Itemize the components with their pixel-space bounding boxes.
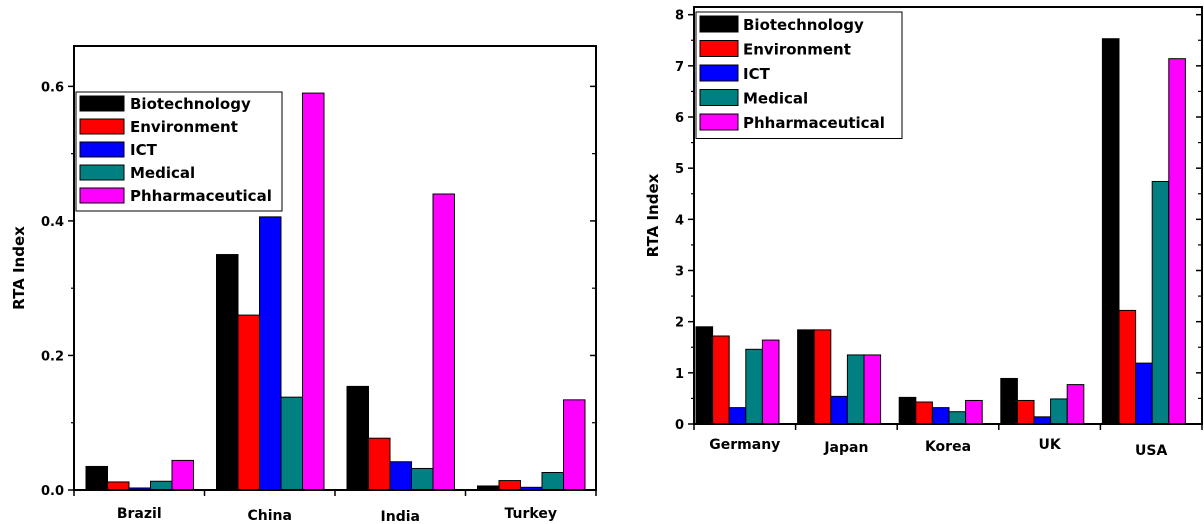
legend-swatch-medical [79,164,125,181]
legend-swatch-environment [699,40,739,57]
bar-biotechnology-korea [898,396,917,425]
legend-swatch-ict [699,64,739,82]
legend-label-environment: Environment [130,118,238,136]
bar-environment-india [368,437,391,491]
legend-label-environment: Environment [743,41,851,59]
bar-ict-japan [830,395,848,425]
y-tick-label: 7 [675,60,684,75]
bar-ict-germany [728,407,747,425]
legend-label-phharmaceutical: Phharmaceutical [130,187,272,205]
bar-medical-india [411,467,434,491]
bar-medical-uk [1050,398,1068,425]
y-tick-label: 0 [675,418,684,433]
legend-swatch-ict [79,141,125,158]
legend: Biotechnology Environment ICT Medical Phharm… [75,91,283,212]
y-tick-label: 6 [675,111,684,126]
bar-biotechnology-japan [797,329,815,425]
y-tick-label: 0.0 [41,484,64,499]
legend-label-ict: ICT [743,65,771,83]
bar-medical-korea [948,411,967,425]
bar-environment-turkey [498,480,521,491]
y-tick-label: 2 [675,316,684,331]
chart-left: 0.0 0.2 0.4 0.6 Brazil China India Turkey RTA In… [10,45,597,524]
category-label-brazil: Brazil [117,506,162,522]
y-tick-label: 4 [675,213,684,228]
y-tick-label: 0.2 [41,349,64,364]
bar-phharmaceutical-india [432,193,455,491]
bar-ict-china [259,216,282,491]
bar-ict-usa [1135,362,1153,425]
bar-ict-india [389,461,412,491]
bar-phharmaceutical-china [302,92,325,491]
category-label-turkey: Turkey [505,506,557,522]
y-axis-title: RTA Index [10,226,28,310]
bar-phharmaceutical-usa [1168,58,1186,425]
category-label-uk: UK [1038,437,1061,453]
category-label-usa: USA [1135,443,1167,459]
y-tick-label: 8 [675,9,684,24]
bar-medical-germany [745,348,763,425]
bar-ict-korea [931,407,950,425]
category-label-germany: Germany [709,437,780,453]
bar-phharmaceutical-brazil [171,459,194,491]
bar-medical-brazil [150,480,173,491]
y-tick-label: 5 [675,162,684,177]
bar-biotechnology-india [346,385,369,491]
category-label-india: India [381,509,420,524]
bar-environment-germany [712,335,730,425]
bar-environment-china [237,314,260,491]
bar-medical-turkey [541,472,564,491]
legend-label-medical: Medical [130,164,195,182]
legend-swatch-medical [699,89,739,106]
legend-label-biotechnology: Biotechnology [743,16,864,34]
legend: Biotechnology Environment ICT Medical Phharm… [695,11,903,139]
bar-biotechnology-china [216,254,239,491]
bar-environment-usa [1118,309,1137,425]
plot-frame [693,6,1203,425]
bar-biotechnology-uk [1000,377,1018,425]
category-label-japan: Japan [823,440,868,456]
bar-phharmaceutical-uk [1066,384,1085,425]
legend-swatch-environment [79,118,125,135]
bar-medical-japan [846,354,865,425]
legend-label-phharmaceutical: Phharmaceutical [743,114,885,132]
bar-biotechnology-germany [695,326,714,425]
bar-medical-china [280,396,303,491]
legend-swatch-biotechnology [699,15,739,33]
y-axis-title: RTA Index [644,173,662,257]
bar-environment-brazil [107,481,130,491]
bar-biotechnology-brazil [85,465,108,491]
bar-environment-uk [1016,399,1035,425]
bar-ict-uk [1033,416,1052,425]
bar-phharmaceutical-japan [863,354,882,425]
category-label-china: China [248,508,292,524]
bar-phharmaceutical-germany [761,339,780,425]
chart-right: 0 1 2 3 4 5 6 7 8 Germany Japan Korea UK USA RTA Index… [644,6,1203,459]
bar-environment-japan [813,329,832,425]
legend-swatch-phharmaceutical [79,187,125,204]
y-tick-label: 0.4 [41,215,64,230]
legend-swatch-biotechnology [79,95,125,112]
y-tick-label: 0.6 [41,80,64,95]
bar-phharmaceutical-korea [965,399,983,425]
legend-swatch-phharmaceutical [699,113,739,131]
bar-phharmaceutical-turkey [563,399,586,491]
y-tick-label: 1 [675,367,684,382]
bar-environment-korea [915,401,933,425]
bar-medical-usa [1151,180,1170,425]
y-tick-label: 3 [675,265,684,280]
legend-label-ict: ICT [130,141,158,159]
category-label-korea: Korea [925,439,971,455]
bar-biotechnology-usa [1101,38,1120,425]
legend-label-biotechnology: Biotechnology [130,95,251,113]
legend-label-medical: Medical [743,90,808,108]
